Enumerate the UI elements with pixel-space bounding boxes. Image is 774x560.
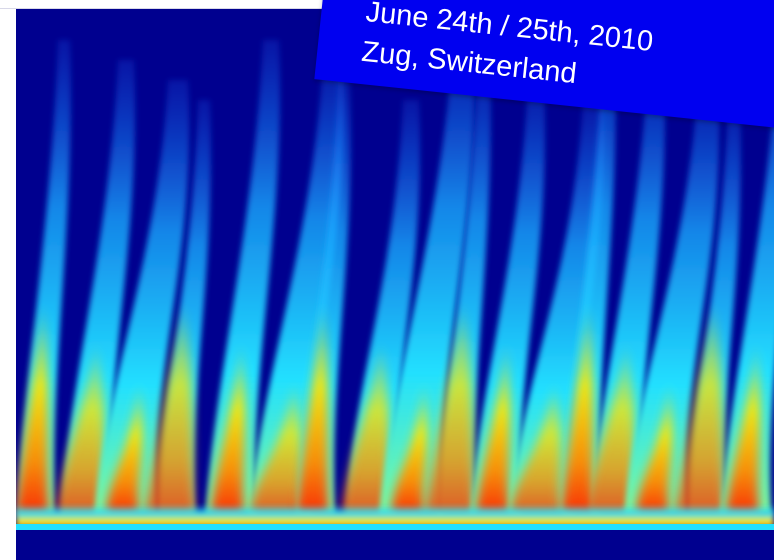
left-margin <box>0 0 16 560</box>
spectrogram-streak <box>379 40 475 515</box>
spectrogram-hotspot <box>211 340 245 515</box>
spectrogram-hotspot <box>476 340 510 515</box>
spectrogram-streak <box>205 40 281 515</box>
spectrogram-hotspot <box>106 380 143 515</box>
spectrogram-streak <box>249 60 345 515</box>
spectrogram-streak <box>561 40 616 515</box>
spectrogram-hotspot <box>561 300 594 515</box>
spectrogram-streak <box>720 101 774 515</box>
spectrogram-streaks <box>16 40 774 515</box>
spectrogram-hotspot <box>55 340 106 515</box>
spectrogram-hotspot <box>145 300 196 515</box>
spectrogram-streak <box>60 60 136 515</box>
spectrogram-bottom-band <box>16 530 774 560</box>
spectrogram-hotspot <box>510 380 561 515</box>
spectrogram-hotspot <box>16 300 49 515</box>
spectrogram-streak <box>94 80 190 515</box>
spectrogram-hotspot <box>340 340 391 515</box>
spectrogram-hotspot <box>425 300 476 515</box>
spectrogram-streak <box>624 80 720 515</box>
spectrogram-streak <box>590 60 666 515</box>
spectrogram-baseline-band <box>16 505 774 527</box>
spectrogram-streak <box>345 100 421 515</box>
top-left-overlay <box>0 0 335 9</box>
spectrogram-hotspot <box>636 380 673 515</box>
spectrogram-hotspot <box>675 300 726 515</box>
spectrogram-hotspot <box>585 340 636 515</box>
spectrogram-hotspot <box>391 380 428 515</box>
spectrogram-hotspot <box>250 380 301 515</box>
spectrogram-hotspot <box>726 340 760 515</box>
spectrogram-streak <box>470 80 546 515</box>
spectrogram-hotspot <box>296 300 329 515</box>
spectrogram-baseline <box>16 524 774 530</box>
spectrogram-streak <box>16 40 71 515</box>
spectrogram-streak <box>509 100 605 515</box>
